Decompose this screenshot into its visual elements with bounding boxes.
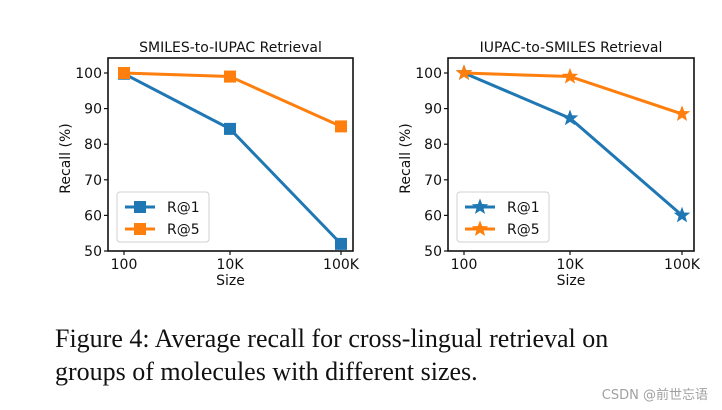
- data-point: [455, 64, 473, 81]
- y-tick-label: 50: [84, 244, 102, 260]
- x-tick-label: 100K: [323, 257, 360, 273]
- chart-iupac-to-smiles: IUPAC-to-SMILES Retrieval 50 60 70 80 90 100 10…: [398, 40, 701, 289]
- y-tick-label: 80: [424, 137, 442, 153]
- y-tick-label: 100: [415, 66, 442, 82]
- y-tick-label: 100: [75, 66, 102, 82]
- legend-marker: [134, 223, 146, 235]
- x-axis-label: Size: [557, 273, 586, 289]
- y-tick-label: 80: [84, 137, 102, 153]
- chart-title: SMILES-to-IUPAC Retrieval: [139, 40, 322, 56]
- legend-marker: [471, 220, 489, 237]
- data-point: [673, 105, 691, 121]
- data-point: [673, 206, 691, 223]
- legend-label: R@5: [167, 222, 200, 238]
- data-point: [335, 120, 347, 133]
- watermark: CSDN @前世忘语: [601, 388, 708, 403]
- data-point: [118, 67, 130, 79]
- y-tick-label: 70: [424, 173, 442, 189]
- y-tick-label: 70: [84, 173, 102, 189]
- x-tick-label: 10K: [217, 257, 245, 273]
- data-point: [561, 67, 579, 84]
- legend: R@1R@5: [456, 191, 550, 243]
- x-tick-label: 100: [111, 257, 138, 273]
- caption-line-2: groups of molecules with different sizes…: [55, 357, 478, 386]
- y-tick-label: 60: [84, 208, 102, 224]
- series-r-at-5: [455, 64, 691, 121]
- data-point: [335, 237, 347, 250]
- y-axis-label: Recall (%): [398, 123, 414, 193]
- data-point: [561, 109, 579, 126]
- plot-frame: [447, 57, 695, 252]
- legend-marker: [134, 201, 146, 213]
- y-tick-label: 60: [424, 208, 442, 224]
- legend-label: R@1: [167, 200, 200, 216]
- legend-label: R@1: [507, 200, 540, 216]
- series-r-at-5: [118, 67, 347, 133]
- y-tick-label: 50: [424, 244, 442, 260]
- y-tick-label: 90: [424, 102, 442, 118]
- figure-caption: Figure 4: Average recall for cross-lingu…: [55, 322, 715, 388]
- y-axis-label: Recall (%): [58, 123, 74, 193]
- x-axis-label: Size: [216, 273, 245, 289]
- caption-line-1: Figure 4: Average recall for cross-lingu…: [55, 324, 609, 353]
- data-point: [224, 122, 236, 135]
- x-tick-label: 10K: [557, 257, 585, 273]
- y-tick-label: 90: [84, 102, 102, 118]
- x-tick-label: 100: [451, 257, 478, 273]
- legend-label: R@5: [507, 222, 540, 238]
- legend: R@1R@5: [116, 191, 210, 243]
- data-point: [224, 70, 236, 83]
- chart-smiles-to-iupac: SMILES-to-IUPAC Retrieval 50 60 70 80 90 100 10…: [58, 40, 360, 289]
- x-tick-label: 100K: [664, 257, 701, 273]
- legend-marker: [471, 198, 489, 215]
- chart-title: IUPAC-to-SMILES Retrieval: [480, 40, 663, 56]
